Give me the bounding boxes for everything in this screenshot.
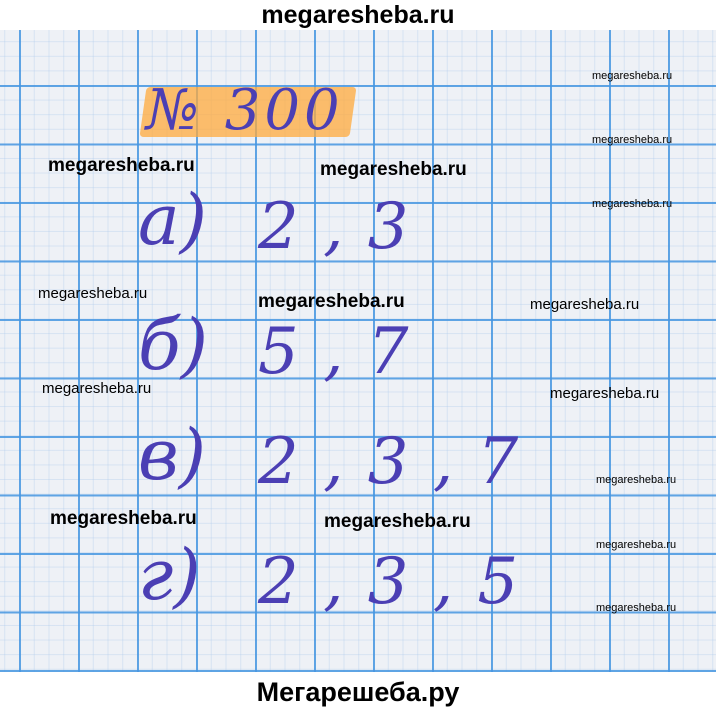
watermark: megaresheba.ru <box>48 155 195 176</box>
answer-label-g: г) <box>138 534 201 616</box>
watermark: megaresheba.ru <box>592 70 673 82</box>
watermark: megaresheba.ru <box>324 511 471 532</box>
watermark: megaresheba.ru <box>596 539 677 551</box>
answer-values-a: 2 , 3 <box>258 190 411 264</box>
answer-label-v: в) <box>138 414 207 496</box>
watermark: megaresheba.ru <box>38 285 148 302</box>
watermark: megaresheba.ru <box>592 134 673 146</box>
watermark: megaresheba.ru <box>596 474 677 486</box>
site-footer: Мегарешеба.ру <box>0 672 716 712</box>
answer-label-a: а) <box>138 179 208 261</box>
watermark: megaresheba.ru <box>50 508 197 529</box>
watermark: megaresheba.ru <box>592 198 673 210</box>
grid-paper <box>0 30 716 672</box>
answer-values-v: 2 , 3 , 7 <box>258 425 521 499</box>
watermark: megaresheba.ru <box>550 385 660 402</box>
watermark: megaresheba.ru <box>42 380 152 397</box>
answer-values-g: 2 , 3 , 5 <box>258 545 521 619</box>
answer-label-b: б) <box>138 304 209 386</box>
watermark: megaresheba.ru <box>596 602 677 614</box>
exercise-number: № 300 <box>146 78 344 143</box>
site-header: megaresheba.ru <box>0 0 716 30</box>
answer-values-b: 5 , 7 <box>258 315 411 389</box>
watermark: megaresheba.ru <box>320 159 467 180</box>
watermark: megaresheba.ru <box>530 296 640 313</box>
watermark: megaresheba.ru <box>258 291 405 312</box>
